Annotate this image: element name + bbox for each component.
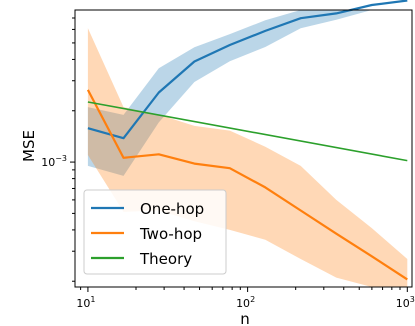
- x-tick-label: 101: [76, 295, 95, 310]
- two-hop-band: [87, 28, 408, 287]
- y-axis-ticks: 10−3: [41, 17, 75, 282]
- legend-box: [83, 189, 227, 275]
- legend-label: Two-hop: [139, 225, 202, 243]
- legend-label: One-hop: [140, 200, 204, 218]
- plot-frame: [74, 9, 413, 288]
- legend: One-hop Two-hop Theory: [83, 189, 227, 275]
- theory-line: [87, 101, 408, 162]
- legend-label: Theory: [139, 250, 192, 268]
- y-tick-label: 10−3: [41, 154, 67, 169]
- y-axis-label: MSE: [20, 130, 38, 162]
- x-axis-ticks: 101 102 103: [76, 287, 415, 310]
- one-hop-band: [87, 10, 408, 176]
- two-hop-line: [86, 89, 408, 281]
- x-tick-label: 103: [396, 295, 415, 310]
- one-hop-line: [87, 0, 408, 140]
- x-tick-label: 102: [236, 295, 255, 310]
- series-lines: [86, 0, 408, 281]
- axes-frame: [74, 9, 413, 288]
- confidence-bands: [87, 10, 408, 287]
- x-axis-label: n: [240, 310, 250, 326]
